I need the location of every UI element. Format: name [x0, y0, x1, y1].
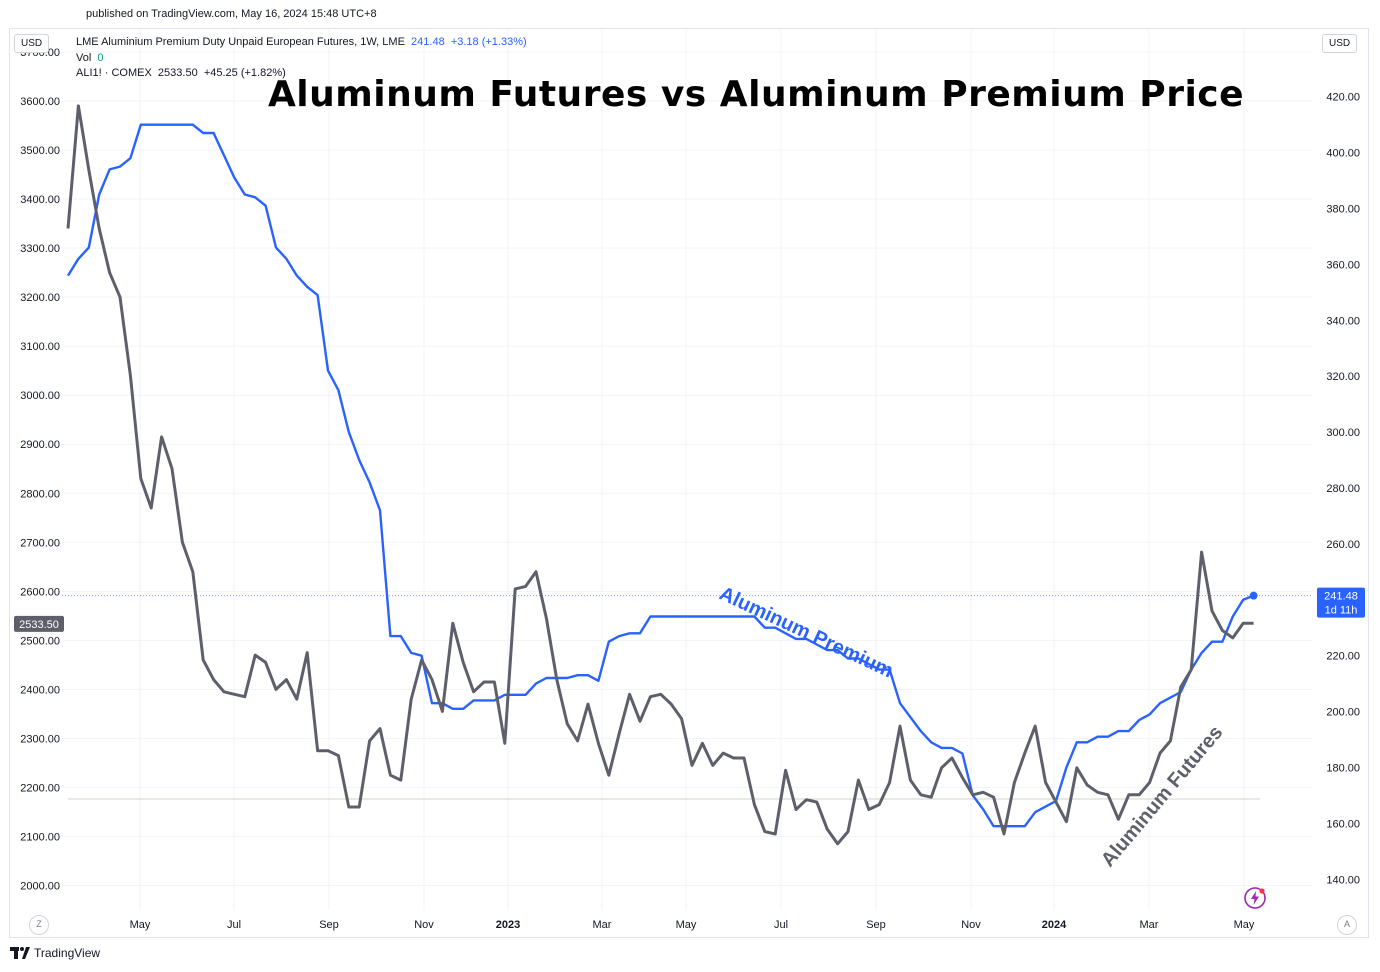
left-tick-label: 3400.00 — [20, 194, 60, 206]
x-tick-label: May — [676, 919, 697, 931]
left-tick-label: 2800.00 — [20, 488, 60, 500]
x-tick-label: Mar — [1140, 919, 1159, 931]
right-tick-label: 220.00 — [1326, 651, 1360, 663]
legend-main-change: +3.18 (+1.33%) — [450, 36, 527, 48]
left-tick-label: 2000.00 — [20, 880, 60, 892]
chart-frame — [9, 28, 1369, 938]
legend-compare-change: +45.25 (+1.82%) — [203, 67, 286, 79]
x-tick-label: May — [1234, 919, 1255, 931]
lightning-icon[interactable] — [1243, 886, 1267, 910]
right-tick-label: 420.00 — [1326, 92, 1360, 104]
left-tick-label: 2700.00 — [20, 537, 60, 549]
left-tick-label: 2900.00 — [20, 439, 60, 451]
legend-main-name: LME Aluminium Premium Duty Unpaid Europe… — [76, 36, 405, 48]
auto-scale-button[interactable]: A — [1337, 915, 1357, 935]
futures-price-value: 2533.50 — [19, 619, 59, 631]
premium-annotation: Aluminum Premium — [716, 583, 897, 683]
timezone-button[interactable]: Z — [29, 915, 49, 935]
x-tick-label: May — [130, 919, 151, 931]
chart-title: Aluminum Futures vs Aluminum Premium Pri… — [267, 74, 1245, 115]
x-tick-label: Sep — [319, 919, 339, 931]
left-currency-label[interactable]: USD — [14, 34, 50, 53]
x-tick-label: Nov — [961, 919, 981, 931]
right-tick-label: 300.00 — [1326, 427, 1360, 439]
left-tick-label: 2300.00 — [20, 733, 60, 745]
x-tick-label: Nov — [414, 919, 434, 931]
x-tick-label: 2023 — [496, 919, 520, 931]
right-tick-label: 260.00 — [1326, 539, 1360, 551]
left-tick-label: 3600.00 — [20, 96, 60, 108]
x-tick-label: Sep — [866, 919, 886, 931]
published-caption: published on TradingView.com, May 16, 20… — [86, 8, 377, 20]
tradingview-logo-icon — [10, 947, 30, 959]
legend-compare-name: ALI1! · COMEX — [76, 67, 152, 79]
futures-annotation: Aluminum Futures — [1097, 722, 1227, 871]
right-tick-label: 380.00 — [1326, 204, 1360, 216]
left-tick-label: 2100.00 — [20, 831, 60, 843]
right-tick-label: 160.00 — [1326, 818, 1360, 830]
left-tick-label: 3500.00 — [20, 145, 60, 157]
premium-last-point — [1249, 591, 1258, 600]
right-tick-label: 400.00 — [1326, 148, 1360, 160]
right-tick-label: 320.00 — [1326, 371, 1360, 383]
right-tick-label: 280.00 — [1326, 483, 1360, 495]
left-tick-label: 3000.00 — [20, 390, 60, 402]
x-tick-label: Jul — [774, 919, 788, 931]
x-tick-label: 2024 — [1042, 919, 1067, 931]
left-tick-label: 3300.00 — [20, 243, 60, 255]
right-tick-label: 180.00 — [1326, 762, 1360, 774]
premium-series-line — [66, 123, 1255, 828]
right-tick-label: 360.00 — [1326, 259, 1360, 271]
legend-compare-value: 2533.50 — [157, 67, 198, 79]
left-tick-label: 2600.00 — [20, 586, 60, 598]
left-tick-label: 2500.00 — [20, 635, 60, 647]
legend-main-row[interactable]: LME Aluminium Premium Duty Unpaid Europe… — [76, 35, 527, 51]
legend-vol-label: Vol — [76, 51, 92, 64]
legend-vol-value: 0 — [97, 51, 104, 64]
left-tick-label: 2200.00 — [20, 782, 60, 794]
footer-brand[interactable]: TradingView — [10, 946, 100, 960]
left-tick-label: 3200.00 — [20, 292, 60, 304]
left-tick-label: 3100.00 — [20, 341, 60, 353]
right-tick-label: 200.00 — [1326, 707, 1360, 719]
legend-compare-row[interactable]: ALI1! · COMEX 2533.50 +45.25 (+1.82%) — [76, 66, 527, 82]
right-tick-label: 140.00 — [1326, 874, 1360, 886]
right-tick-label: 340.00 — [1326, 315, 1360, 327]
futures-series-line — [66, 104, 1254, 846]
premium-price-tag — [1317, 587, 1365, 618]
x-tick-label: Mar — [593, 919, 612, 931]
futures-price-tag — [14, 615, 64, 632]
premium-countdown: 1d 11h — [1325, 605, 1358, 617]
footer-brand-label: TradingView — [34, 946, 101, 960]
legend-main-value: 241.48 — [411, 36, 445, 48]
premium-price-value: 241.48 — [1324, 591, 1358, 603]
chart-legend: LME Aluminium Premium Duty Unpaid Europe… — [76, 35, 527, 82]
legend-vol-row[interactable]: Vol 0 — [76, 51, 527, 67]
x-tick-label: Jul — [227, 919, 241, 931]
right-currency-label[interactable]: USD — [1322, 34, 1358, 53]
left-tick-label: 2400.00 — [20, 684, 60, 696]
